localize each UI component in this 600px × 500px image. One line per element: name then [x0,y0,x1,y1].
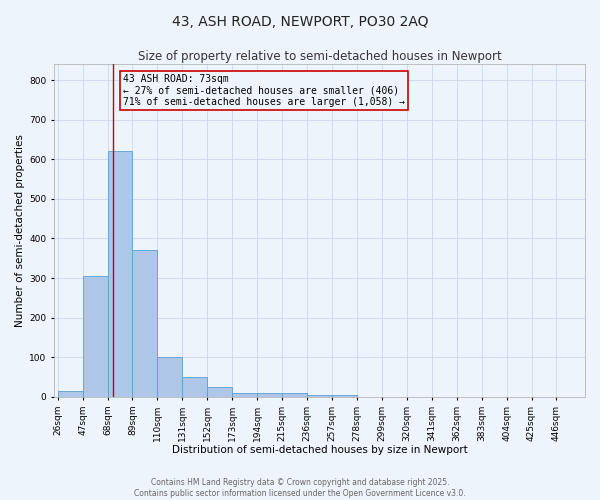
Bar [332,395,357,397]
Bar [107,152,133,397]
Bar [58,391,83,397]
Text: 43, ASH ROAD, NEWPORT, PO30 2AQ: 43, ASH ROAD, NEWPORT, PO30 2AQ [172,15,428,29]
Bar [83,276,107,397]
Bar [232,393,257,397]
Bar [182,377,207,397]
Bar [133,250,157,397]
Bar [257,393,282,397]
X-axis label: Distribution of semi-detached houses by size in Newport: Distribution of semi-detached houses by … [172,445,467,455]
Bar [157,357,182,397]
Bar [307,395,332,397]
Title: Size of property relative to semi-detached houses in Newport: Size of property relative to semi-detach… [137,50,502,63]
Bar [207,387,232,397]
Text: 43 ASH ROAD: 73sqm
← 27% of semi-detached houses are smaller (406)
71% of semi-d: 43 ASH ROAD: 73sqm ← 27% of semi-detache… [123,74,405,108]
Text: Contains HM Land Registry data © Crown copyright and database right 2025.
Contai: Contains HM Land Registry data © Crown c… [134,478,466,498]
Bar [282,393,307,397]
Y-axis label: Number of semi-detached properties: Number of semi-detached properties [15,134,25,327]
